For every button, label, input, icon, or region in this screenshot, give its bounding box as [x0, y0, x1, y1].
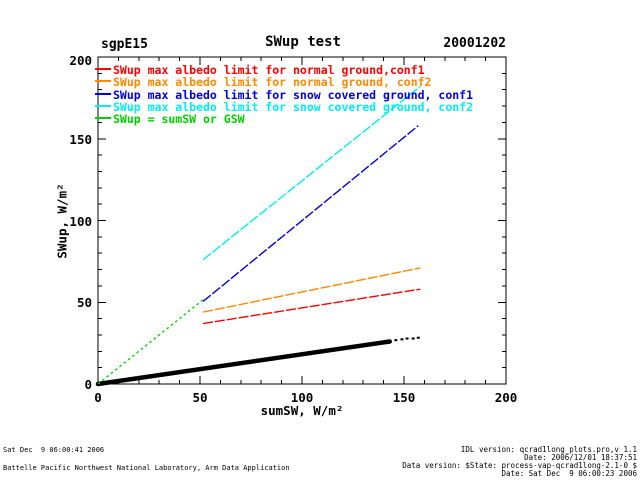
footer-timestamp: Sat Dec 9 06:00:41 2006 [3, 446, 105, 454]
x-tick-label: 150 [392, 390, 416, 405]
x-tick-label: 100 [290, 390, 314, 405]
plot-date-label: 20001202 [443, 36, 506, 51]
x-tick-label: 50 [192, 390, 208, 405]
legend-item: SWup max albedo limit for snow covered g… [0, 100, 640, 114]
x-axis-title: sumSW, W/m² [260, 403, 344, 418]
footer-data-date: Date: Sat Dec 9 06:00:23 2006 [501, 469, 637, 478]
y-tick-label: 50 [76, 295, 92, 310]
y-tick-label: 150 [69, 132, 92, 147]
footer-data-version: Data version: $State: process-vap-qcrad1… [402, 461, 637, 470]
legend-line-sample-icon [95, 68, 111, 70]
legend-item: SWup max albedo limit for normal ground,… [0, 63, 640, 77]
site-facility-label: sgpE15 [101, 37, 148, 52]
footer-idl-date: Date: 2006/12/01 18:37:51 [524, 453, 637, 462]
plot-title: SWup test [265, 34, 341, 50]
legend-line-sample-icon [95, 117, 111, 119]
legend-item: SWup = sumSW or GSW [0, 112, 640, 126]
legend-label: SWup max albedo limit for normal ground,… [113, 75, 432, 89]
legend-label: SWup = sumSW or GSW [113, 112, 245, 126]
y-axis-title: SWup, W/m² [54, 183, 70, 259]
legend-label: SWup max albedo limit for normal ground,… [113, 63, 425, 77]
legend-line-sample-icon [95, 105, 111, 107]
legend-label: SWup max albedo limit for snow covered g… [113, 100, 474, 114]
legend-item: SWup max albedo limit for snow covered g… [0, 88, 640, 102]
x-tick-label: 0 [94, 390, 102, 405]
footer-lab-credit: Battelle Pacific Northwest National Labo… [3, 464, 290, 472]
y-tick-label: 200 [69, 53, 92, 68]
legend-label: SWup max albedo limit for snow covered g… [113, 88, 474, 102]
legend-line-sample-icon [95, 93, 111, 95]
legend-item: SWup max albedo limit for normal ground,… [0, 75, 640, 89]
y-tick-label: 0 [84, 377, 92, 392]
y-tick-label: 100 [69, 214, 92, 229]
legend-line-sample-icon [95, 80, 111, 82]
footer-idl-version: IDL version: qcrad1long_plots.pro,v 1.1 [460, 445, 637, 454]
x-tick-label: 200 [494, 390, 518, 405]
